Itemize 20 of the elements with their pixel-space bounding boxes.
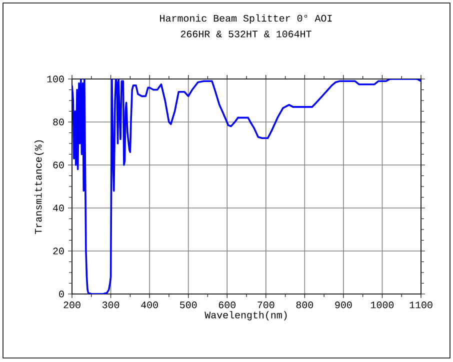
chart-subtitle: 266HR & 532HT & 1064HT	[180, 30, 312, 38]
x-tick-label: 700	[258, 302, 274, 308]
y-tick-label: 100	[47, 76, 64, 82]
x-tick-label: 500	[180, 302, 197, 308]
chart-title: Harmonic Beam Splitter 0° AOI	[160, 14, 332, 24]
y-tick-label: 20	[53, 248, 64, 254]
x-tick-label: 1000	[370, 302, 394, 308]
y-axis-title: Transmittance(%)	[34, 140, 44, 234]
y-tick-label: 60	[53, 162, 64, 168]
x-tick-label: 200	[64, 302, 80, 308]
x-tick-label: 1100	[410, 302, 432, 308]
x-tick-label: 300	[102, 302, 120, 308]
x-tick-label: 400	[141, 302, 158, 308]
x-tick-label: 900	[335, 302, 352, 308]
y-tick-label: 40	[53, 204, 64, 212]
x-tick-label: 800	[296, 302, 314, 308]
x-tick-label: 600	[218, 302, 236, 308]
y-tick-label: 80	[53, 118, 64, 126]
x-axis-title: Wavelength(nm)	[204, 311, 287, 320]
y-tick-label: 0	[59, 290, 64, 298]
